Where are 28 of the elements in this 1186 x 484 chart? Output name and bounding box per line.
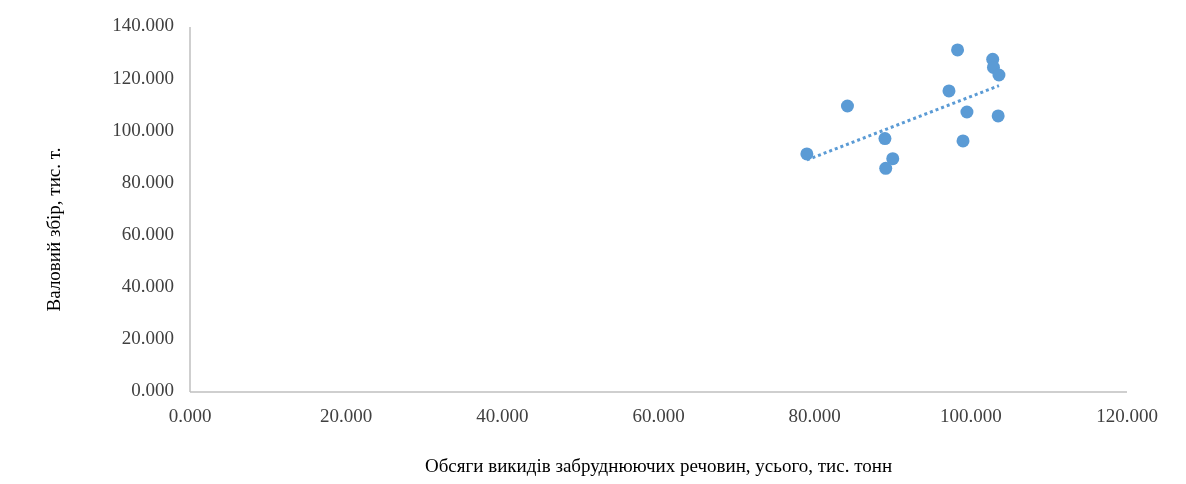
point	[956, 134, 970, 148]
y-tick-label: 60.000	[121, 222, 174, 244]
x-tick-label: 100.000	[939, 405, 1002, 426]
point	[840, 99, 854, 113]
point	[991, 109, 1005, 123]
y-tick-label: 120.000	[112, 66, 174, 88]
x-tick-label: 40.000	[476, 405, 529, 426]
x-tick-label: 0.000	[168, 405, 212, 426]
point	[879, 161, 893, 175]
point	[960, 105, 974, 119]
y-tick-label: 80.000	[121, 170, 174, 192]
x-tick-label: 80.000	[788, 405, 841, 426]
y-tick-label: 20.000	[121, 327, 174, 349]
x-axis-title: Обсяги викидів забруднюючих речовин, усього, тис. тонн	[424, 455, 893, 476]
x-tick-label: 60.000	[632, 405, 685, 426]
y-tick-label: 40.000	[121, 275, 174, 297]
y-tick-label: 0.000	[131, 379, 174, 401]
x-tick-label: 20.000	[320, 405, 373, 426]
point	[942, 84, 956, 98]
point	[878, 132, 892, 146]
y-tick-label: 140.000	[112, 14, 174, 36]
x-tick-label: 120.000	[1096, 405, 1158, 426]
y-tick-label: 100.000	[112, 118, 174, 140]
point	[951, 43, 965, 57]
point	[886, 152, 900, 166]
point	[992, 68, 1006, 82]
point	[800, 147, 814, 161]
y-axis-title: Валовий збір, тис. т.	[43, 147, 64, 312]
